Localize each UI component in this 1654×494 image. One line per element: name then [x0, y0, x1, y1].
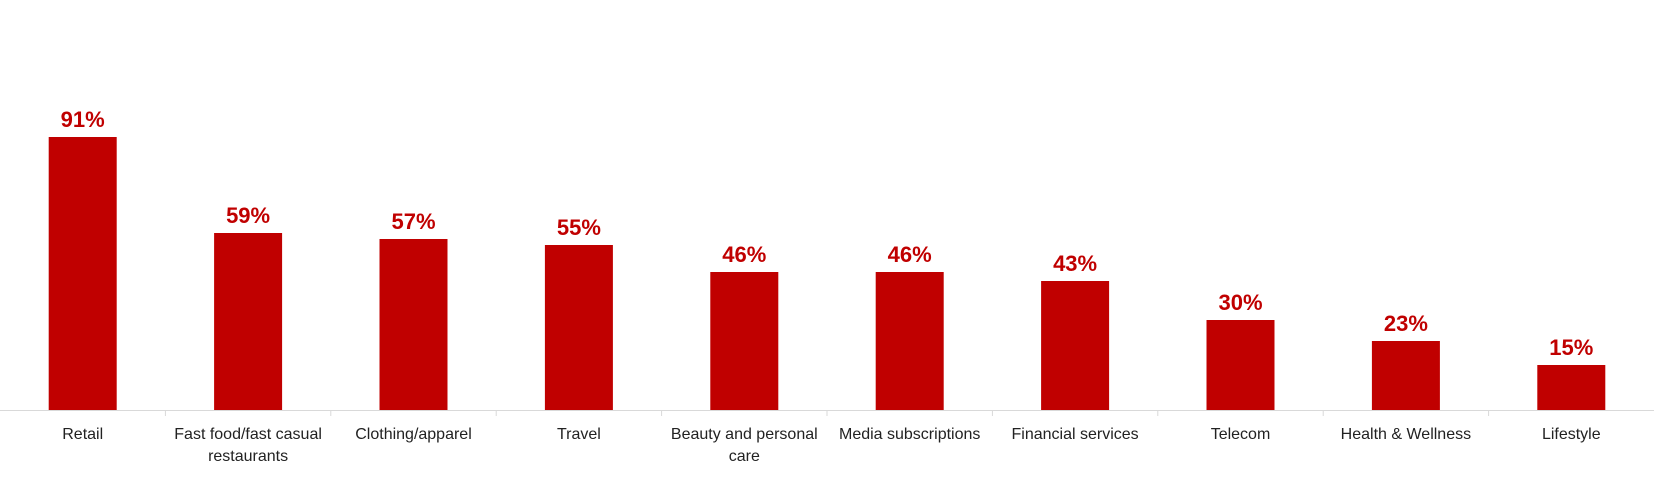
bar-10 — [1537, 365, 1606, 410]
category-label-7: Financial services — [1012, 426, 1139, 443]
bar-1 — [48, 137, 117, 410]
category-labels-group: Retail Fast food/fast casual restaurants Cl… — [62, 426, 1600, 465]
category-label-4: Travel — [557, 426, 601, 443]
bar-2 — [214, 233, 283, 410]
data-label-6: 46% — [888, 242, 932, 267]
data-label-9: 23% — [1384, 311, 1428, 336]
category-label-10: Lifestyle — [1542, 426, 1601, 443]
category-label-3: Clothing/apparel — [355, 426, 472, 443]
category-label-8: Telecom — [1211, 426, 1271, 443]
value-labels-group: 91% 59% 57% 55% 46% 46% 43% 30% 23% 15% — [61, 107, 1594, 360]
x-axis-ticks-group — [164, 410, 1490, 416]
data-label-8: 30% — [1218, 290, 1262, 315]
bar-5 — [710, 272, 779, 410]
bars-group — [48, 137, 1606, 410]
category-label-5: Beauty and personal care — [671, 426, 818, 465]
data-label-10: 15% — [1549, 335, 1593, 360]
category-label-9: Health & Wellness — [1341, 426, 1471, 443]
category-label-2: Fast food/fast casual restaurants — [174, 426, 322, 465]
bar-3 — [379, 239, 448, 410]
bar-7 — [1041, 281, 1110, 410]
bar-6 — [875, 272, 944, 410]
category-label-6: Media subscriptions — [839, 426, 980, 443]
data-label-3: 57% — [391, 209, 435, 234]
category-label-1: Retail — [62, 426, 103, 443]
data-label-5: 46% — [722, 242, 766, 267]
data-label-1: 91% — [61, 107, 105, 132]
data-label-7: 43% — [1053, 251, 1097, 276]
bar-9 — [1371, 341, 1440, 410]
data-label-4: 55% — [557, 215, 601, 240]
bar-8 — [1206, 320, 1275, 410]
data-label-2: 59% — [226, 203, 270, 228]
bar-4 — [544, 245, 613, 410]
